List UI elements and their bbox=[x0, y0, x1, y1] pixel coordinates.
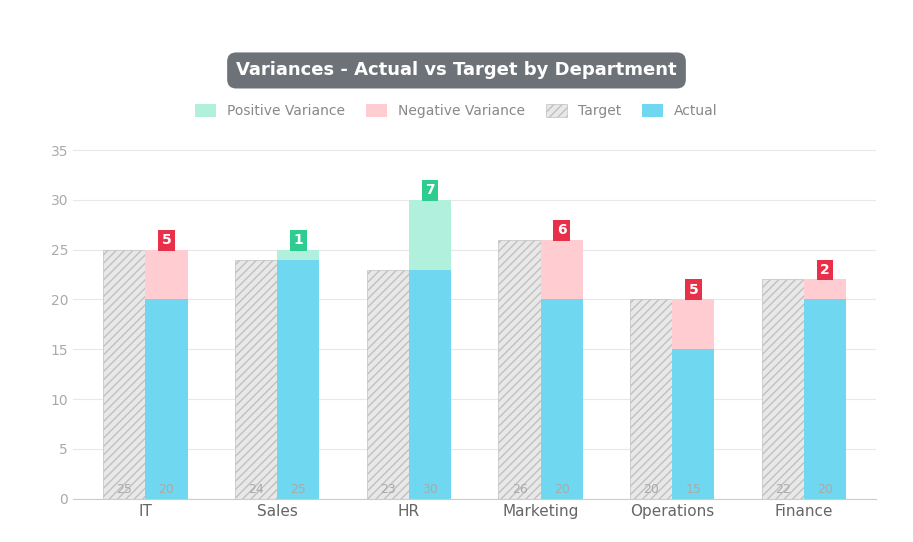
Bar bbox=[630, 299, 672, 499]
Text: 25: 25 bbox=[290, 483, 306, 495]
Text: 1: 1 bbox=[293, 233, 303, 247]
Bar bbox=[672, 349, 715, 499]
Bar bbox=[145, 299, 188, 499]
Bar bbox=[409, 269, 451, 499]
Bar bbox=[409, 200, 451, 269]
Text: 6: 6 bbox=[557, 223, 566, 237]
Bar bbox=[540, 299, 582, 499]
Legend: Positive Variance, Negative Variance, Target, Actual: Positive Variance, Negative Variance, Ta… bbox=[188, 97, 725, 125]
Bar bbox=[367, 269, 409, 499]
Text: 20: 20 bbox=[554, 483, 570, 495]
Bar bbox=[804, 280, 846, 299]
Text: 5: 5 bbox=[162, 233, 172, 247]
Text: 30: 30 bbox=[422, 483, 438, 495]
Bar bbox=[278, 250, 320, 260]
Text: 5: 5 bbox=[688, 283, 698, 297]
Bar bbox=[498, 240, 540, 499]
Text: 2: 2 bbox=[820, 263, 830, 277]
Bar bbox=[672, 299, 715, 349]
Text: Variances - Actual vs Target by Department: Variances - Actual vs Target by Departme… bbox=[236, 61, 677, 80]
Bar bbox=[540, 240, 582, 299]
Bar bbox=[145, 250, 188, 299]
Text: 24: 24 bbox=[248, 483, 264, 495]
Bar bbox=[103, 250, 145, 499]
Text: 23: 23 bbox=[380, 483, 395, 495]
Text: 7: 7 bbox=[425, 183, 435, 197]
Bar bbox=[278, 260, 320, 499]
Bar bbox=[235, 260, 278, 499]
Text: 20: 20 bbox=[817, 483, 833, 495]
Text: 26: 26 bbox=[511, 483, 528, 495]
Text: 25: 25 bbox=[117, 483, 132, 495]
Text: 20: 20 bbox=[644, 483, 659, 495]
Bar bbox=[804, 299, 846, 499]
Bar bbox=[761, 280, 804, 499]
Text: 22: 22 bbox=[775, 483, 791, 495]
Text: 15: 15 bbox=[686, 483, 701, 495]
Text: 20: 20 bbox=[159, 483, 174, 495]
